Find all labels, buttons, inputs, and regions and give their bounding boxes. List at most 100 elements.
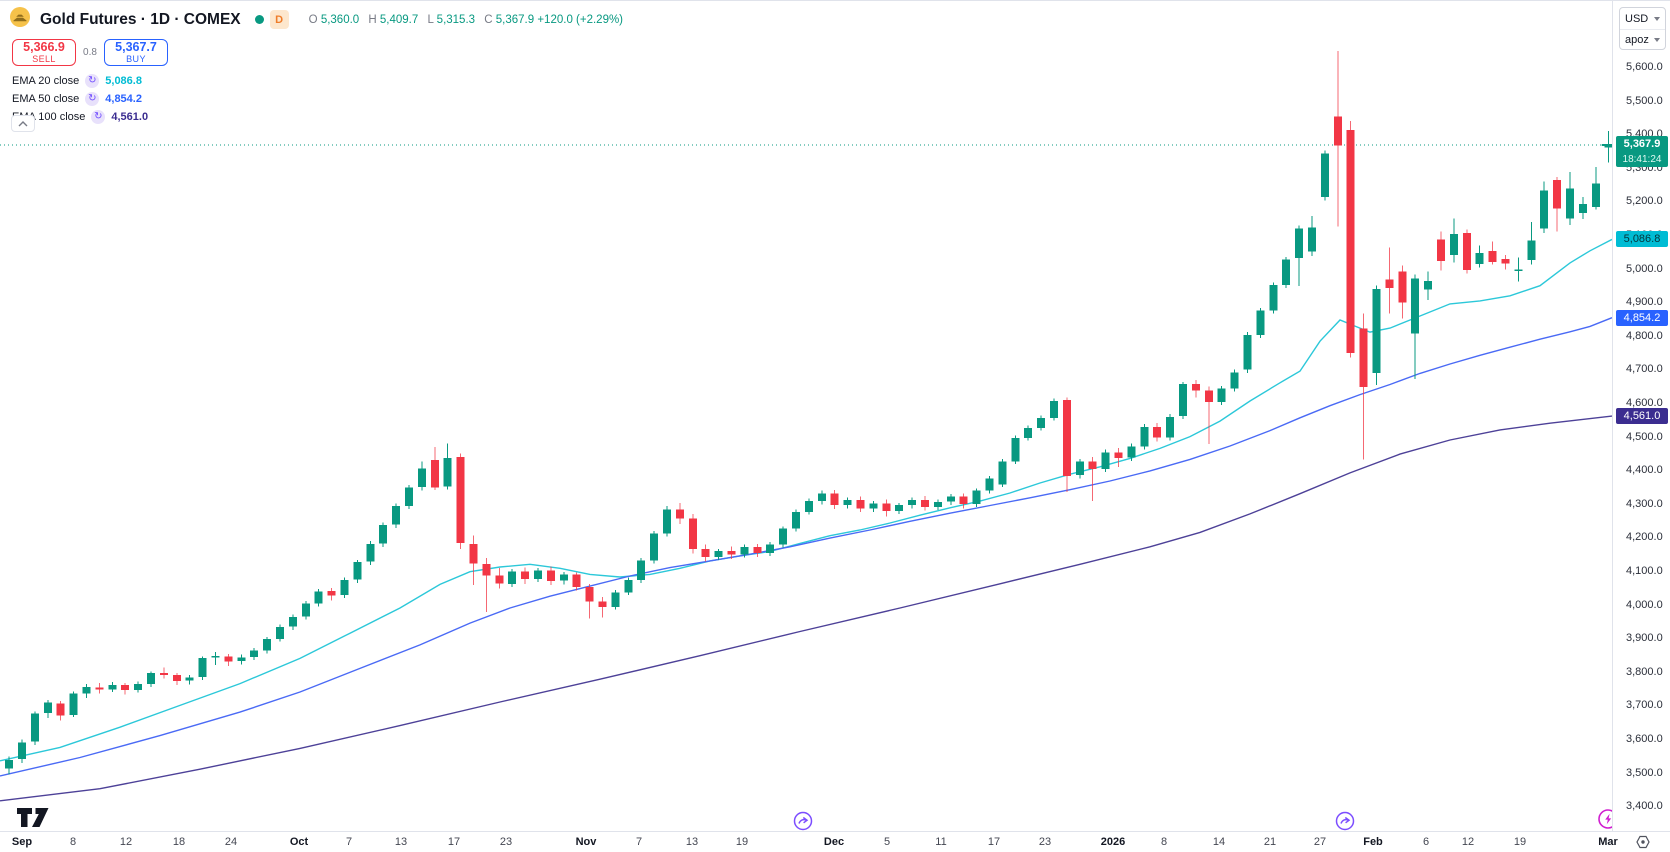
time-tick-label: 17 xyxy=(987,836,1001,848)
sell-button[interactable]: 5,366.9 SELL xyxy=(12,39,76,66)
candle xyxy=(1256,307,1265,338)
price-tick-label: 5,600.0 xyxy=(1626,61,1663,73)
candle xyxy=(56,701,65,721)
idea-marker-icon[interactable] xyxy=(1335,811,1355,831)
open-label: O xyxy=(308,13,318,26)
candle xyxy=(611,590,620,610)
candle xyxy=(482,557,491,612)
candle xyxy=(650,531,659,564)
timeframe-badge[interactable]: D xyxy=(269,10,289,29)
legend-collapse-button[interactable] xyxy=(11,115,35,132)
time-tick-label: 8 xyxy=(69,836,77,848)
candle xyxy=(1437,231,1445,271)
tradingview-logo[interactable] xyxy=(16,807,50,833)
candle xyxy=(688,514,697,554)
candle xyxy=(1088,457,1097,502)
close-label: C xyxy=(484,13,493,26)
candle xyxy=(882,499,891,517)
low-label: L xyxy=(427,13,434,26)
candle xyxy=(1127,443,1136,461)
refresh-icon[interactable]: ↻ xyxy=(85,92,100,106)
refresh-icon[interactable]: ↻ xyxy=(85,74,100,88)
candle xyxy=(1153,422,1162,442)
price-axis[interactable]: 5,600.05,500.05,400.05,300.05,200.05,100… xyxy=(1612,1,1670,831)
refresh-icon[interactable]: ↻ xyxy=(91,110,106,124)
price-tick-label: 5,200.0 xyxy=(1626,195,1663,208)
candle xyxy=(792,509,800,532)
ema50-line[interactable] xyxy=(0,317,1612,777)
time-axis[interactable]: Sep 8 12 18 24 Oct 7 13 17 23 Nov 7 13 19 Dec 5 11 17 23 20… xyxy=(0,831,1670,852)
currency-dropdown[interactable]: USD xyxy=(1620,8,1665,29)
gold-symbol-icon xyxy=(10,7,30,32)
buy-button[interactable]: 5,367.7 BUY xyxy=(104,39,168,66)
candle xyxy=(30,711,39,745)
candle xyxy=(585,584,594,619)
order-panel: 5,366.9 SELL 0.8 5,367.7 BUY xyxy=(12,39,623,66)
candle xyxy=(972,488,981,508)
time-tick-label: 12 xyxy=(1461,836,1475,848)
candle xyxy=(508,569,517,588)
time-tick-label: 21 xyxy=(1263,836,1277,848)
candle xyxy=(895,502,904,514)
unit-dropdown[interactable]: apoz xyxy=(1620,29,1665,50)
time-tick-label: 13 xyxy=(685,836,699,848)
price-tick-label: 4,500.0 xyxy=(1626,430,1663,443)
indicator-row-ema20[interactable]: EMA 20 close ↻ 5,086.8 xyxy=(12,72,623,90)
candle xyxy=(1475,245,1484,268)
candle xyxy=(198,656,207,680)
time-tick-label: 14 xyxy=(1212,836,1226,848)
market-status-dot xyxy=(254,15,264,24)
price-tick-label: 4,000.0 xyxy=(1626,598,1663,611)
candlestick-chart[interactable] xyxy=(0,1,1612,831)
symbol-title[interactable]: Gold Futures · 1D · COMEX xyxy=(40,10,241,28)
price-tick-label: 5,000.0 xyxy=(1626,262,1663,275)
idea-marker-icon[interactable] xyxy=(793,811,813,831)
axis-unit-selector: USD apoz xyxy=(1619,7,1666,50)
candle xyxy=(211,652,220,666)
candle xyxy=(1269,282,1278,314)
candle xyxy=(598,596,607,618)
candle xyxy=(353,559,362,583)
candle xyxy=(340,577,349,598)
ema100-line[interactable] xyxy=(0,415,1612,802)
candle xyxy=(1553,176,1562,232)
candle xyxy=(185,674,194,685)
candle xyxy=(1062,397,1071,492)
candle xyxy=(456,453,465,550)
candle xyxy=(946,494,955,506)
candle xyxy=(817,490,826,505)
flash-marker-icon[interactable] xyxy=(1598,809,1612,829)
chevron-down-icon xyxy=(1654,16,1660,21)
candle xyxy=(1333,50,1342,227)
candle xyxy=(753,543,762,557)
buy-label: BUY xyxy=(126,54,146,65)
candle xyxy=(43,700,52,719)
price-tick-label: 3,500.0 xyxy=(1626,766,1663,779)
indicator-row-ema50[interactable]: EMA 50 close ↻ 4,854.2 xyxy=(12,90,623,108)
ema20-line[interactable] xyxy=(0,238,1612,762)
candle xyxy=(276,624,284,642)
high-value: 5,409.7 xyxy=(379,13,419,26)
time-tick-label: 17 xyxy=(447,836,461,848)
candle xyxy=(443,443,452,490)
time-tick-label: 7 xyxy=(635,836,643,848)
time-tick-label: 27 xyxy=(1313,836,1327,848)
candle xyxy=(675,502,684,524)
candle xyxy=(908,497,917,509)
candle xyxy=(766,542,775,556)
candle xyxy=(1114,448,1123,467)
chevron-down-icon xyxy=(1654,38,1660,42)
time-tick-label: 8 xyxy=(1160,836,1168,848)
change-value: +120.0 (+2.29%) xyxy=(537,13,624,26)
price-tick-label: 3,400.0 xyxy=(1626,800,1663,813)
candle xyxy=(237,654,246,665)
candle xyxy=(1514,257,1523,282)
open-value: 5,360.0 xyxy=(320,13,360,26)
candle xyxy=(740,544,749,558)
candle xyxy=(5,756,14,775)
indicator-row-ema100[interactable]: EMA 100 close ↻ 4,561.0 xyxy=(12,108,623,126)
time-axis-settings-icon[interactable] xyxy=(1635,834,1651,852)
price-tick-label: 4,600.0 xyxy=(1626,397,1663,409)
ema100-price-tag: 4,561.0 xyxy=(1616,408,1668,425)
